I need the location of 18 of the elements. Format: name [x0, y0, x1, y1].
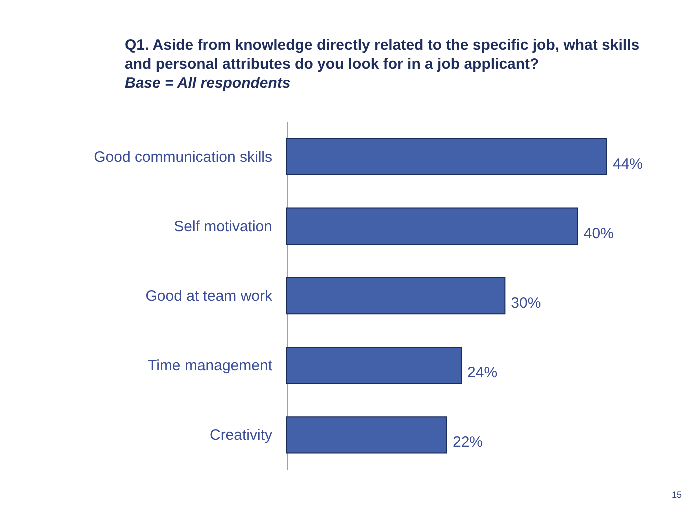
chart-title: Q1. Aside from knowledge directly related to the specific job, what skills and personal attributes do you look for in a job applicant? [125, 36, 641, 74]
y-tick-label: Self motivation [174, 218, 272, 236]
data-label: 30% [511, 295, 542, 312]
data-label: 40% [584, 225, 614, 242]
bar [286, 208, 578, 245]
text: 15 [672, 490, 682, 500]
bar [286, 347, 462, 384]
bar [286, 277, 506, 315]
y-tick-label: Good communication skills [94, 148, 272, 166]
y-tick-label: Time management [148, 358, 274, 375]
data-label: 24% [468, 364, 498, 382]
data-label: 44% [613, 156, 644, 173]
y-tick-label: Creativity [210, 427, 273, 444]
bar [286, 138, 608, 176]
chart-subtitle: Base = All respondents [125, 74, 292, 93]
bar [286, 416, 448, 454]
y-tick-label: Good at team work [146, 288, 273, 305]
data-label: 22% [453, 434, 484, 452]
